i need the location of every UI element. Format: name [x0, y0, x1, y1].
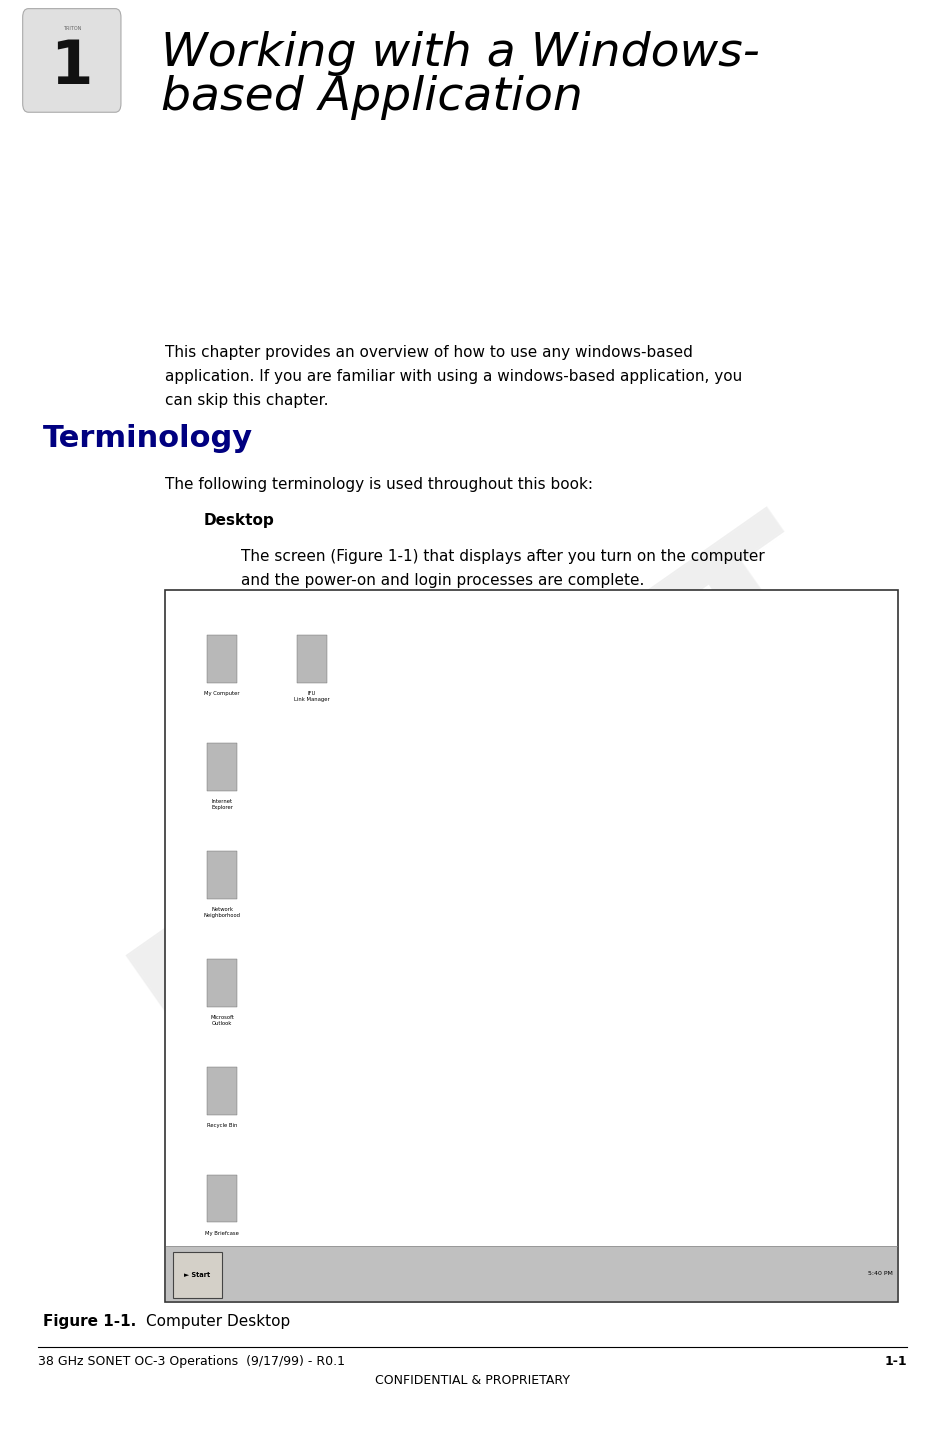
Bar — [166, 1246, 896, 1301]
Bar — [207, 636, 237, 684]
Text: Internet
Explorer: Internet Explorer — [211, 800, 233, 810]
Text: My Computer: My Computer — [204, 692, 240, 696]
Text: 38 GHz SONET OC-3 Operations  (9/17/99) - R0.1: 38 GHz SONET OC-3 Operations (9/17/99) -… — [38, 1354, 345, 1368]
Text: Figure 1-1.: Figure 1-1. — [42, 1314, 136, 1328]
Text: TRITON: TRITON — [62, 26, 81, 32]
Text: Network
Neighborhood: Network Neighborhood — [203, 908, 241, 918]
Text: can skip this chapter.: can skip this chapter. — [165, 393, 329, 407]
Text: Microsoft
Outlook: Microsoft Outlook — [210, 1016, 234, 1026]
Text: based Application: based Application — [160, 75, 582, 121]
Bar — [296, 636, 327, 684]
Text: This chapter provides an overview of how to use any windows-based: This chapter provides an overview of how… — [165, 345, 693, 360]
Bar — [207, 1068, 237, 1115]
Bar — [207, 743, 237, 791]
Bar — [207, 960, 237, 1007]
Text: Recycle Bin: Recycle Bin — [207, 1124, 237, 1128]
Text: ► Start: ► Start — [184, 1272, 211, 1278]
FancyBboxPatch shape — [173, 1252, 222, 1298]
Text: 1-1: 1-1 — [884, 1354, 906, 1368]
Text: Working with a Windows-: Working with a Windows- — [160, 30, 759, 76]
Text: application. If you are familiar with using a windows-based application, you: application. If you are familiar with us… — [165, 368, 742, 384]
Text: The following terminology is used throughout this book:: The following terminology is used throug… — [165, 478, 593, 492]
Text: Computer Desktop: Computer Desktop — [146, 1314, 291, 1328]
Text: 1: 1 — [51, 37, 93, 96]
Text: Terminology: Terminology — [42, 425, 252, 453]
Text: The screen (Figure 1-1) that displays after you turn on the computer: The screen (Figure 1-1) that displays af… — [241, 550, 764, 564]
Text: IFU
Link Manager: IFU Link Manager — [294, 692, 329, 702]
Text: DRAFT: DRAFT — [102, 489, 880, 1122]
Bar — [207, 852, 237, 899]
Bar — [165, 590, 897, 1302]
Text: Desktop: Desktop — [203, 514, 274, 528]
Text: CONFIDENTIAL & PROPRIETARY: CONFIDENTIAL & PROPRIETARY — [375, 1373, 569, 1387]
Bar — [207, 1176, 237, 1223]
Text: My Briefcase: My Briefcase — [205, 1232, 239, 1236]
FancyBboxPatch shape — [23, 9, 121, 112]
Text: 5:40 PM: 5:40 PM — [868, 1271, 892, 1276]
Text: and the power-on and login processes are complete.: and the power-on and login processes are… — [241, 573, 644, 589]
